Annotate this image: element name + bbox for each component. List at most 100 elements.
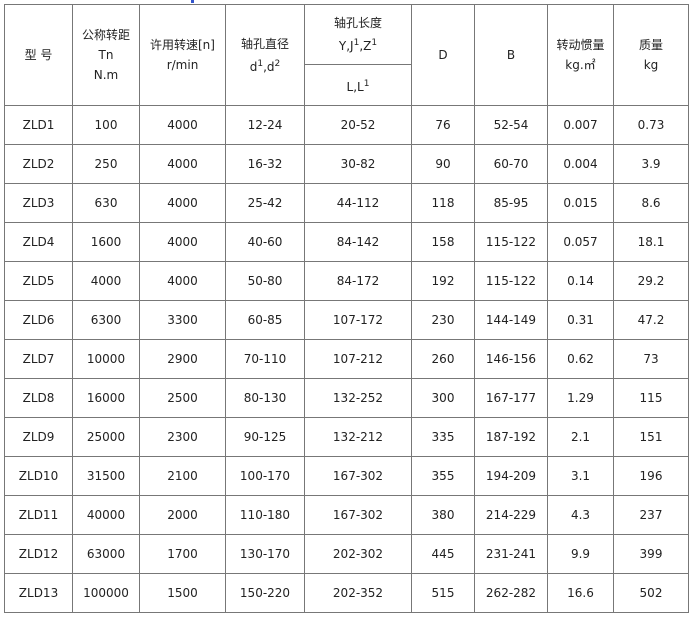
table-cell: 85-95 [474,183,548,223]
table-cell: ZLD1 [4,105,73,145]
t: 1 [353,38,360,48]
table-cell: 4000 [139,183,226,223]
header-speed: 许用转速[n] r/min [139,4,226,106]
table-cell: 40-60 [225,222,305,262]
table-cell: 0.62 [547,339,614,379]
table-row: ZLD13 100000 1500 150-220 202-352 515 262-282 1… [4,573,689,613]
table-cell: 158 [411,222,475,262]
table-cell: 0.007 [547,105,614,145]
table-cell: 16.6 [547,573,614,613]
t: Y,J [338,39,354,53]
header-row: 型 号 公称转距 Tn N.m 许用转速[n] r/min 轴孔直径 d1,d2… [4,4,689,106]
header-bore-length-label: 轴孔长度 [333,16,382,30]
table-cell: ZLD12 [4,534,73,574]
table-cell: 2500 [139,378,226,418]
table-cell: 76 [411,105,475,145]
table-cell: 84-172 [304,261,412,301]
table-cell: 100 [72,105,140,145]
header-inertia-label: 转动惯量 [556,38,605,52]
table-cell: 110-180 [225,495,305,535]
table-cell: 80-130 [225,378,305,418]
table-cell: 194-209 [474,456,548,496]
header-bore-length-sub: L,L1 [304,64,412,106]
decorative-mark [191,0,194,3]
table-cell: 250 [72,144,140,184]
table-cell: 132-212 [304,417,412,457]
table-cell: ZLD7 [4,339,73,379]
table-cell: 1500 [139,573,226,613]
table-cell: 115 [613,378,689,418]
table-cell: ZLD2 [4,144,73,184]
table-cell: 3300 [139,300,226,340]
table-row: ZLD5 4000 4000 50-80 84-172 192 115-122 0.14 29.… [4,261,689,301]
table-cell: 31500 [72,456,140,496]
table-row: ZLD11 40000 2000 110-180 167-302 380 214-229 4.… [4,495,689,535]
header-D: D [411,4,475,106]
table-cell: ZLD3 [4,183,73,223]
header-B: B [474,4,548,106]
table-cell: 445 [411,534,475,574]
table-cell: 335 [411,417,475,457]
table-cell: 10000 [72,339,140,379]
header-model: 型 号 [4,4,73,106]
table-cell: ZLD6 [4,300,73,340]
table-cell: 380 [411,495,475,535]
table-cell: 2000 [139,495,226,535]
table-cell: 50-80 [225,261,305,301]
table-cell: 0.015 [547,183,614,223]
table-cell: 0.004 [547,144,614,184]
table-cell: 47.2 [613,300,689,340]
table-cell: 399 [613,534,689,574]
table-cell: 237 [613,495,689,535]
header-mass-label: 质量 [638,38,663,52]
table-cell: 40000 [72,495,140,535]
table-cell: 25-42 [225,183,305,223]
table-cell: 70-110 [225,339,305,379]
table-cell: 132-252 [304,378,412,418]
table-cell: 18.1 [613,222,689,262]
table-cell: 6300 [72,300,140,340]
table-cell: 192 [411,261,475,301]
table-cell: 502 [613,573,689,613]
table-cell: 0.057 [547,222,614,262]
table-cell: 20-52 [304,105,412,145]
table-cell: 144-149 [474,300,548,340]
table-cell: 44-112 [304,183,412,223]
table-cell: 260 [411,339,475,379]
header-inertia: 转动惯量 kg.㎡ [547,4,614,106]
header-subrow: L,L1 [5,64,689,106]
table-cell: 151 [613,417,689,457]
table-cell: 9.9 [547,534,614,574]
header-inertia-unit: kg.㎡ [565,58,596,72]
table-cell: ZLD9 [4,417,73,457]
table-cell: 2.1 [547,417,614,457]
table-cell: 84-142 [304,222,412,262]
table-cell: 150-220 [225,573,305,613]
table-cell: ZLD13 [4,573,73,613]
table-cell: 187-192 [474,417,548,457]
table-cell: 107-172 [304,300,412,340]
table-cell: 100-170 [225,456,305,496]
table-cell: 60-85 [225,300,305,340]
header-torque-unit: N.m [93,68,119,82]
header-bore-diameter: 轴孔直径 d1,d2 [225,4,305,106]
table-cell: 12-24 [225,105,305,145]
header-bore-diameter-symbol: d1,d2 [226,54,304,77]
table-cell: 90 [411,144,475,184]
table-cell: 630 [72,183,140,223]
table-cell: 25000 [72,417,140,457]
table-cell: 167-177 [474,378,548,418]
table-cell: 167-302 [304,456,412,496]
table-cell: 1700 [139,534,226,574]
header-speed-label: 许用转速[n] [150,38,215,52]
table-cell: 0.73 [613,105,689,145]
table-cell: ZLD8 [4,378,73,418]
table-cell: 355 [411,456,475,496]
table-row: ZLD12 63000 1700 130-170 202-302 445 231-241 9.… [4,534,689,574]
table-row: ZLD4 1600 4000 40-60 84-142 158 115-122 0.057 18… [4,222,689,262]
header-mass: 质量 kg [613,4,689,106]
table-cell: 3.9 [613,144,689,184]
table-row: ZLD6 6300 3300 60-85 107-172 230 144-149 0.31 47… [4,300,689,340]
table-cell: 515 [411,573,475,613]
t: ,Z [359,39,372,53]
